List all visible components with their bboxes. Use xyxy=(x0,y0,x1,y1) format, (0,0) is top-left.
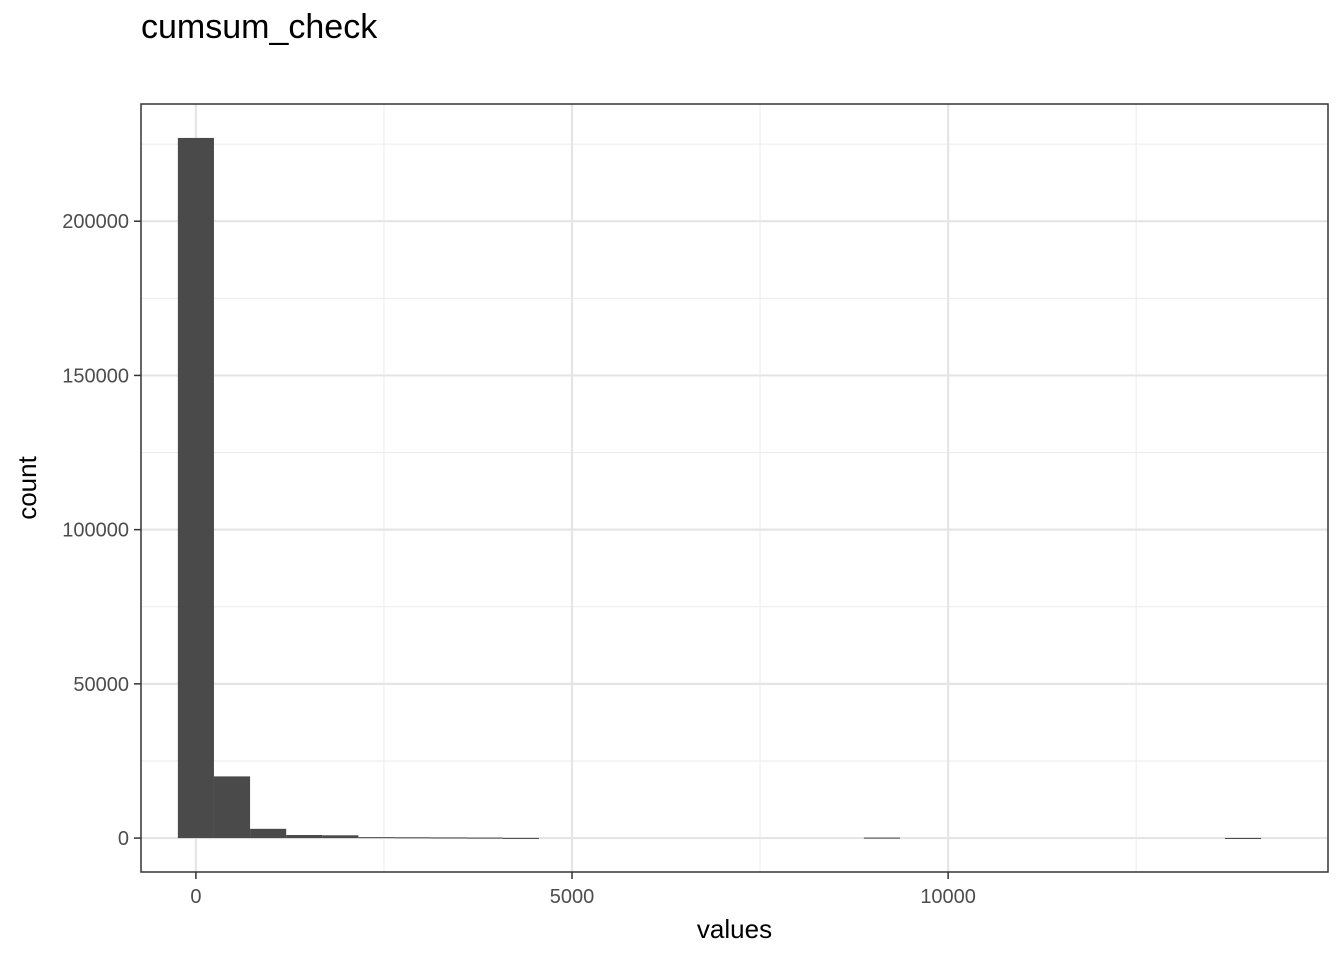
histogram-bar xyxy=(177,137,214,839)
y-tick-label: 0 xyxy=(118,828,129,850)
y-tick-label: 150000 xyxy=(62,365,129,387)
x-tick-label: 5000 xyxy=(550,886,595,908)
histogram-bar xyxy=(286,834,323,839)
chart-title: cumsum_check xyxy=(141,8,378,46)
histogram-bar xyxy=(250,828,287,839)
y-tick-label: 50000 xyxy=(73,674,129,696)
histogram-bar xyxy=(466,837,503,839)
x-tick-label: 0 xyxy=(190,886,201,908)
histogram-bar xyxy=(502,837,539,839)
plot-panel-border xyxy=(140,103,1329,873)
grid-lines xyxy=(141,104,1328,872)
histogram-bar xyxy=(394,837,431,839)
y-axis-title: count xyxy=(12,455,42,519)
histogram-bar xyxy=(322,835,359,839)
histogram-bar xyxy=(213,776,251,839)
x-axis: 0 5000 10000 xyxy=(190,872,976,908)
histogram-bars xyxy=(177,137,1262,839)
x-tick-label: 10000 xyxy=(920,886,976,908)
histogram-bar xyxy=(863,837,900,839)
histogram-bar xyxy=(1224,837,1262,839)
histogram-bar xyxy=(358,837,395,839)
x-axis-title: values xyxy=(697,914,772,944)
y-tick-label: 200000 xyxy=(62,211,129,233)
y-tick-label: 100000 xyxy=(62,520,129,542)
histogram-bar xyxy=(430,837,467,839)
y-axis: 0 50000 100000 150000 200000 xyxy=(62,211,141,850)
